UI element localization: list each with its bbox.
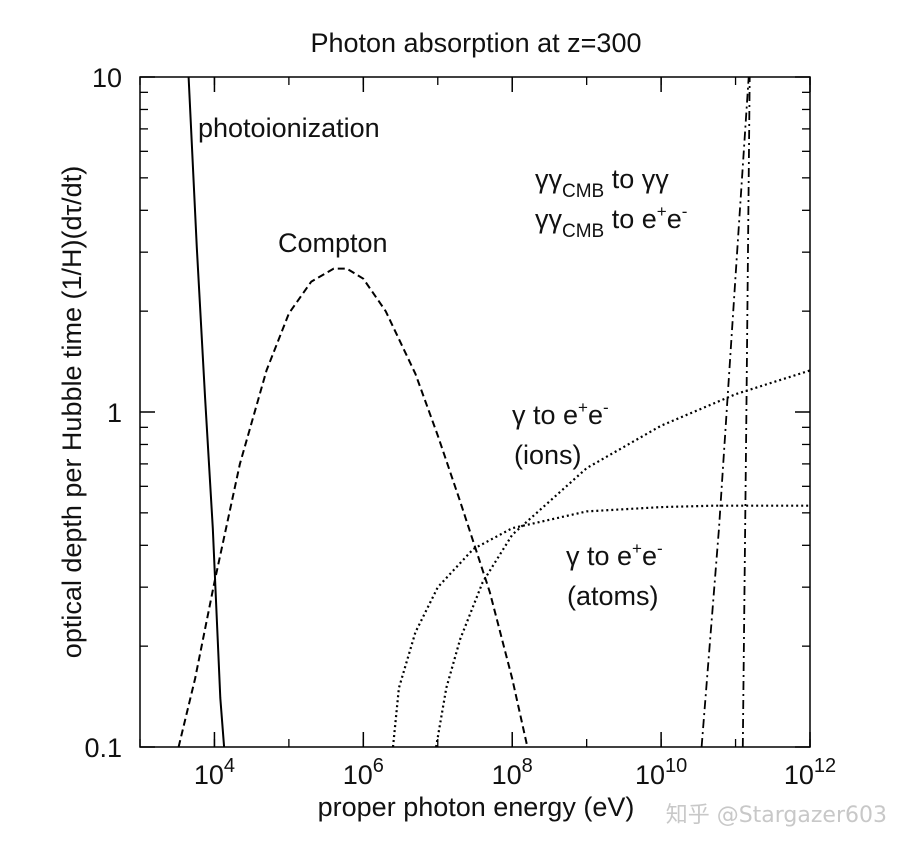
y-ticks: 0.1 1 10 <box>84 63 810 763</box>
y-tick-label: 0.1 <box>84 733 122 763</box>
annotation-gg-cmb-to-gg: γγCMB to γγ <box>535 164 669 202</box>
x-axis-label: proper photon energy (eV) <box>318 792 635 822</box>
watermark: 知乎 @Stargazer603 <box>666 803 887 828</box>
y-tick-label: 10 <box>92 63 122 93</box>
y-tick-label: 1 <box>107 398 122 428</box>
annotation-gg-cmb-to-pairs: γγCMB to e+e- <box>535 202 687 242</box>
series-dashdot-curve-5 <box>700 76 750 748</box>
annotation-ions-line2: (ions) <box>514 440 582 470</box>
x-ticks: 104 106 108 1010 1012 <box>194 77 836 790</box>
annotation-atoms-line1: γ to e+e- <box>566 539 663 571</box>
x-tick-label: 108 <box>492 755 533 790</box>
x-tick-label: 106 <box>343 755 384 790</box>
annotation-photoionization: photoionization <box>198 113 380 143</box>
series-dashed-curve-2 <box>177 267 529 748</box>
annotation-atoms-line2: (atoms) <box>567 581 659 611</box>
series-dotted-curve-3 <box>391 504 810 748</box>
annotation-ions-line1: γ to e+e- <box>512 398 609 430</box>
minor-ticks <box>139 77 811 747</box>
y-axis-label: optical depth per Hubble time (1/H)(dτ/d… <box>57 166 87 658</box>
series-dotted-curve-4 <box>435 369 811 748</box>
annotation-compton: Compton <box>278 228 388 258</box>
chart-title: Photon absorption at z=300 <box>310 28 641 58</box>
x-tick-label: 104 <box>194 755 235 790</box>
x-tick-label: 1010 <box>635 755 687 790</box>
series-dashdot-curve-6 <box>741 76 751 748</box>
curves <box>177 76 811 748</box>
series-solid-curve-1 <box>187 76 226 748</box>
x-tick-label: 1012 <box>784 755 836 790</box>
annotations: photoionization Compton γγCMB to γγ γγCM… <box>198 113 687 611</box>
